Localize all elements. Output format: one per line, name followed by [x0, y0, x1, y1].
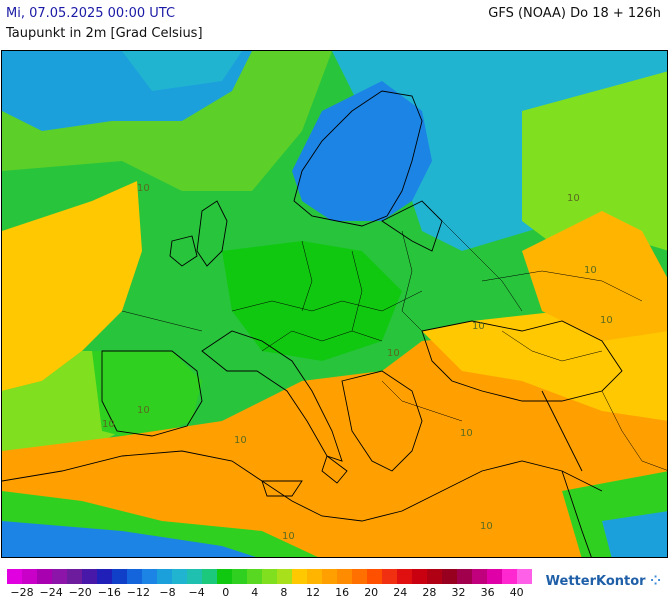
legend-tick-label: 4 — [251, 586, 259, 599]
legend-tick-label: 32 — [451, 586, 466, 599]
legend-tick-label: 16 — [335, 586, 350, 599]
legend-swatch — [157, 569, 172, 584]
legend-tick-label: −24 — [39, 586, 63, 599]
zone-orange-russia — [522, 211, 667, 341]
legend-swatch — [307, 569, 322, 584]
legend-swatch — [82, 569, 97, 584]
legend-swatch — [142, 569, 157, 584]
logo-mark-icon: ⁘ — [650, 574, 661, 589]
legend-swatch — [517, 569, 532, 584]
legend-tick-label: 36 — [480, 586, 495, 599]
legend-swatch — [127, 569, 142, 584]
zone-green-iberia — [92, 351, 202, 441]
legend-swatch — [502, 569, 517, 584]
zone-light-green-east — [522, 71, 667, 251]
contour-label: 10 — [102, 419, 115, 430]
legend-swatch — [427, 569, 442, 584]
legend-swatch — [97, 569, 112, 584]
legend-swatch — [442, 569, 457, 584]
legend-swatch — [352, 569, 367, 584]
zone-yellow-atlantic — [2, 181, 142, 391]
legend-swatch — [412, 569, 427, 584]
contour-label: 10 — [137, 183, 150, 194]
dewpoint-map: 10 10 10 10 10 10 10 10 10 10 10 10 — [1, 50, 668, 558]
legend-swatch — [277, 569, 292, 584]
legend-swatch — [37, 569, 52, 584]
zone-orange-mediterranean — [2, 331, 667, 557]
legend-tick-label: 40 — [509, 586, 524, 599]
legend-swatch — [367, 569, 382, 584]
legend-swatch — [247, 569, 262, 584]
legend-tick-label: −12 — [126, 586, 150, 599]
color-legend — [7, 569, 532, 584]
contour-label: 10 — [282, 531, 295, 542]
legend-swatch — [487, 569, 502, 584]
country-borders — [121, 220, 667, 471]
legend-swatch — [337, 569, 352, 584]
legend-tick-label: 28 — [422, 586, 437, 599]
legend-swatch — [397, 569, 412, 584]
legend-swatch — [112, 569, 127, 584]
legend-tick-label: −28 — [10, 586, 34, 599]
legend-tick-label: −8 — [159, 586, 176, 599]
legend-swatch — [52, 569, 67, 584]
zone-blue-scandinavia — [292, 81, 432, 221]
zone-blue-arabia — [602, 511, 667, 557]
zone-blue-sahara — [2, 521, 256, 557]
contour-label: 10 — [567, 193, 580, 204]
legend-swatch — [457, 569, 472, 584]
map-canvas: 10 10 10 10 10 10 10 10 10 10 10 10 — [2, 51, 667, 557]
contour-label: 10 — [387, 348, 400, 359]
logo-text: WetterKontor — [545, 574, 646, 589]
contour-label: 10 — [460, 428, 473, 439]
legend-ticks: −28 −24 −20 −16 −12 −8 −4 0 4 8 12 16 20 24 28 32 36 40 — [0, 586, 540, 600]
legend-tick-label: 24 — [393, 586, 408, 599]
legend-tick-label: −16 — [97, 586, 121, 599]
legend-tick-label: −20 — [68, 586, 92, 599]
contour-label: 10 — [234, 435, 247, 446]
legend-swatch — [202, 569, 217, 584]
contour-label: 10 — [137, 405, 150, 416]
contour-labels: 10 10 10 10 10 10 10 10 10 10 10 10 — [102, 183, 613, 542]
zone-cyan-arctic — [122, 51, 242, 91]
legend-swatch — [7, 569, 22, 584]
legend-swatch — [67, 569, 82, 584]
header-datetime: Mi, 07.05.2025 00:00 UTC — [6, 6, 176, 21]
legend-swatch — [262, 569, 277, 584]
legend-tick-label: 0 — [222, 586, 230, 599]
legend-tick-label: −4 — [188, 586, 205, 599]
legend-tick-label: 12 — [306, 586, 320, 599]
header-model-run: GFS (NOAA) Do 18 + 126h — [488, 6, 661, 21]
legend-swatch — [22, 569, 37, 584]
contour-label: 10 — [584, 265, 597, 276]
legend-swatch — [217, 569, 232, 584]
legend-tick-label: 20 — [364, 586, 379, 599]
legend-swatch — [292, 569, 307, 584]
contour-label: 10 — [600, 315, 613, 326]
legend-swatch — [187, 569, 202, 584]
wetterkontor-logo: WetterKontor ⁘ — [546, 574, 661, 589]
header-parameter: Taupunkt in 2m [Grad Celsius] — [6, 26, 203, 41]
legend-swatch — [322, 569, 337, 584]
contour-label: 10 — [480, 521, 493, 532]
legend-swatch — [172, 569, 187, 584]
contour-label: 10 — [472, 321, 485, 332]
legend-swatch — [232, 569, 247, 584]
legend-tick-label: 8 — [280, 586, 288, 599]
legend-swatch — [382, 569, 397, 584]
legend-swatch — [472, 569, 487, 584]
